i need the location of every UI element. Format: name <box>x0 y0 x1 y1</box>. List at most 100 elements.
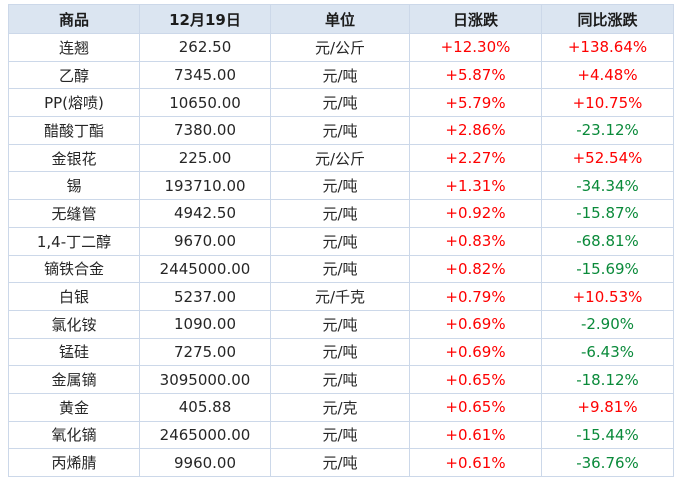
commodity-name-cell: 连翘 <box>8 33 140 62</box>
price-cell: 4942.50 <box>139 199 271 228</box>
unit-cell: 元/吨 <box>270 448 410 477</box>
unit-cell: 元/吨 <box>270 337 410 367</box>
table-row: PP(熔喷) 10650.00 元/吨 +5.79% +10.75% <box>8 88 674 118</box>
header-row: 商品 12月19日 单位 日涨跌 同比涨跌 <box>8 4 674 34</box>
daily-change-cell: +0.83% <box>409 226 542 256</box>
daily-change-cell: +0.65% <box>409 392 542 422</box>
table-row: 锰硅 7275.00 元/吨 +0.69% -6.43% <box>8 337 674 367</box>
table-body: 连翘 262.50 元/公斤 +12.30% +138.64% 乙醇 7345.00 元/吨 +… <box>8 33 674 477</box>
yoy-change-cell: +9.81% <box>541 392 674 422</box>
commodity-name-cell: PP(熔喷) <box>8 88 140 118</box>
yoy-change-cell: -36.76% <box>541 448 674 477</box>
daily-change-cell: +5.87% <box>409 60 542 90</box>
daily-change-cell: +1.31% <box>409 171 542 201</box>
commodity-name-cell: 金银花 <box>8 143 140 173</box>
commodity-name-cell: 乙醇 <box>8 60 140 90</box>
yoy-change-cell: +4.48% <box>541 60 674 90</box>
table-row: 乙醇 7345.00 元/吨 +5.87% +4.48% <box>8 60 674 90</box>
commodity-name-cell: 无缝管 <box>8 199 140 228</box>
yoy-change-cell: -68.81% <box>541 226 674 256</box>
header-date-price: 12月19日 <box>139 4 271 34</box>
unit-cell: 元/吨 <box>270 199 410 228</box>
table-row: 醋酸丁酯 7380.00 元/吨 +2.86% -23.12% <box>8 116 674 145</box>
yoy-change-cell: -15.87% <box>541 199 674 228</box>
table-row: 锡 193710.00 元/吨 +1.31% -34.34% <box>8 171 674 201</box>
unit-cell: 元/吨 <box>270 309 410 339</box>
unit-cell: 元/吨 <box>270 116 410 145</box>
price-cell: 9670.00 <box>139 226 271 256</box>
table-row: 氧化镝 2465000.00 元/吨 +0.61% -15.44% <box>8 420 674 450</box>
unit-cell: 元/吨 <box>270 365 410 394</box>
header-unit: 单位 <box>270 4 410 34</box>
daily-change-cell: +5.79% <box>409 88 542 118</box>
commodity-name-cell: 锰硅 <box>8 337 140 367</box>
commodity-name-cell: 氯化铵 <box>8 309 140 339</box>
price-cell: 5237.00 <box>139 282 271 311</box>
yoy-change-cell: +10.75% <box>541 88 674 118</box>
commodity-name-cell: 镝铁合金 <box>8 254 140 284</box>
table-row: 无缝管 4942.50 元/吨 +0.92% -15.87% <box>8 199 674 228</box>
header-yoy-change: 同比涨跌 <box>541 4 674 34</box>
daily-change-cell: +0.92% <box>409 199 542 228</box>
price-cell: 193710.00 <box>139 171 271 201</box>
table-header: 商品 12月19日 单位 日涨跌 同比涨跌 <box>8 4 674 34</box>
unit-cell: 元/公斤 <box>270 33 410 62</box>
daily-change-cell: +0.79% <box>409 282 542 311</box>
yoy-change-cell: -15.69% <box>541 254 674 284</box>
table-row: 金属镝 3095000.00 元/吨 +0.65% -18.12% <box>8 365 674 394</box>
daily-change-cell: +0.65% <box>409 365 542 394</box>
table-row: 连翘 262.50 元/公斤 +12.30% +138.64% <box>8 33 674 62</box>
header-daily-change: 日涨跌 <box>409 4 542 34</box>
price-cell: 10650.00 <box>139 88 271 118</box>
price-cell: 1090.00 <box>139 309 271 339</box>
table-row: 金银花 225.00 元/公斤 +2.27% +52.54% <box>8 143 674 173</box>
daily-change-cell: +2.27% <box>409 143 542 173</box>
yoy-change-cell: +138.64% <box>541 33 674 62</box>
price-cell: 7345.00 <box>139 60 271 90</box>
price-cell: 2465000.00 <box>139 420 271 450</box>
commodity-name-cell: 氧化镝 <box>8 420 140 450</box>
table-row: 白银 5237.00 元/千克 +0.79% +10.53% <box>8 282 674 311</box>
commodity-name-cell: 黄金 <box>8 392 140 422</box>
header-commodity: 商品 <box>8 4 140 34</box>
table-row: 1,4-丁二醇 9670.00 元/吨 +0.83% -68.81% <box>8 226 674 256</box>
commodity-name-cell: 醋酸丁酯 <box>8 116 140 145</box>
price-cell: 225.00 <box>139 143 271 173</box>
daily-change-cell: +0.69% <box>409 309 542 339</box>
unit-cell: 元/千克 <box>270 282 410 311</box>
unit-cell: 元/公斤 <box>270 143 410 173</box>
daily-change-cell: +0.69% <box>409 337 542 367</box>
daily-change-cell: +0.82% <box>409 254 542 284</box>
yoy-change-cell: +10.53% <box>541 282 674 311</box>
price-cell: 405.88 <box>139 392 271 422</box>
yoy-change-cell: -34.34% <box>541 171 674 201</box>
price-cell: 262.50 <box>139 33 271 62</box>
daily-change-cell: +12.30% <box>409 33 542 62</box>
yoy-change-cell: -15.44% <box>541 420 674 450</box>
table-row: 丙烯腈 9960.00 元/吨 +0.61% -36.76% <box>8 448 674 477</box>
unit-cell: 元/吨 <box>270 254 410 284</box>
price-cell: 7380.00 <box>139 116 271 145</box>
unit-cell: 元/吨 <box>270 88 410 118</box>
commodity-name-cell: 丙烯腈 <box>8 448 140 477</box>
yoy-change-cell: +52.54% <box>541 143 674 173</box>
yoy-change-cell: -2.90% <box>541 309 674 339</box>
price-cell: 3095000.00 <box>139 365 271 394</box>
price-cell: 2445000.00 <box>139 254 271 284</box>
unit-cell: 元/吨 <box>270 171 410 201</box>
commodity-name-cell: 锡 <box>8 171 140 201</box>
unit-cell: 元/吨 <box>270 226 410 256</box>
daily-change-cell: +2.86% <box>409 116 542 145</box>
table-row: 氯化铵 1090.00 元/吨 +0.69% -2.90% <box>8 309 674 339</box>
yoy-change-cell: -18.12% <box>541 365 674 394</box>
commodity-name-cell: 1,4-丁二醇 <box>8 226 140 256</box>
table-row: 镝铁合金 2445000.00 元/吨 +0.82% -15.69% <box>8 254 674 284</box>
unit-cell: 元/克 <box>270 392 410 422</box>
unit-cell: 元/吨 <box>270 420 410 450</box>
commodity-name-cell: 金属镝 <box>8 365 140 394</box>
commodity-name-cell: 白银 <box>8 282 140 311</box>
daily-change-cell: +0.61% <box>409 448 542 477</box>
price-cell: 9960.00 <box>139 448 271 477</box>
yoy-change-cell: -6.43% <box>541 337 674 367</box>
